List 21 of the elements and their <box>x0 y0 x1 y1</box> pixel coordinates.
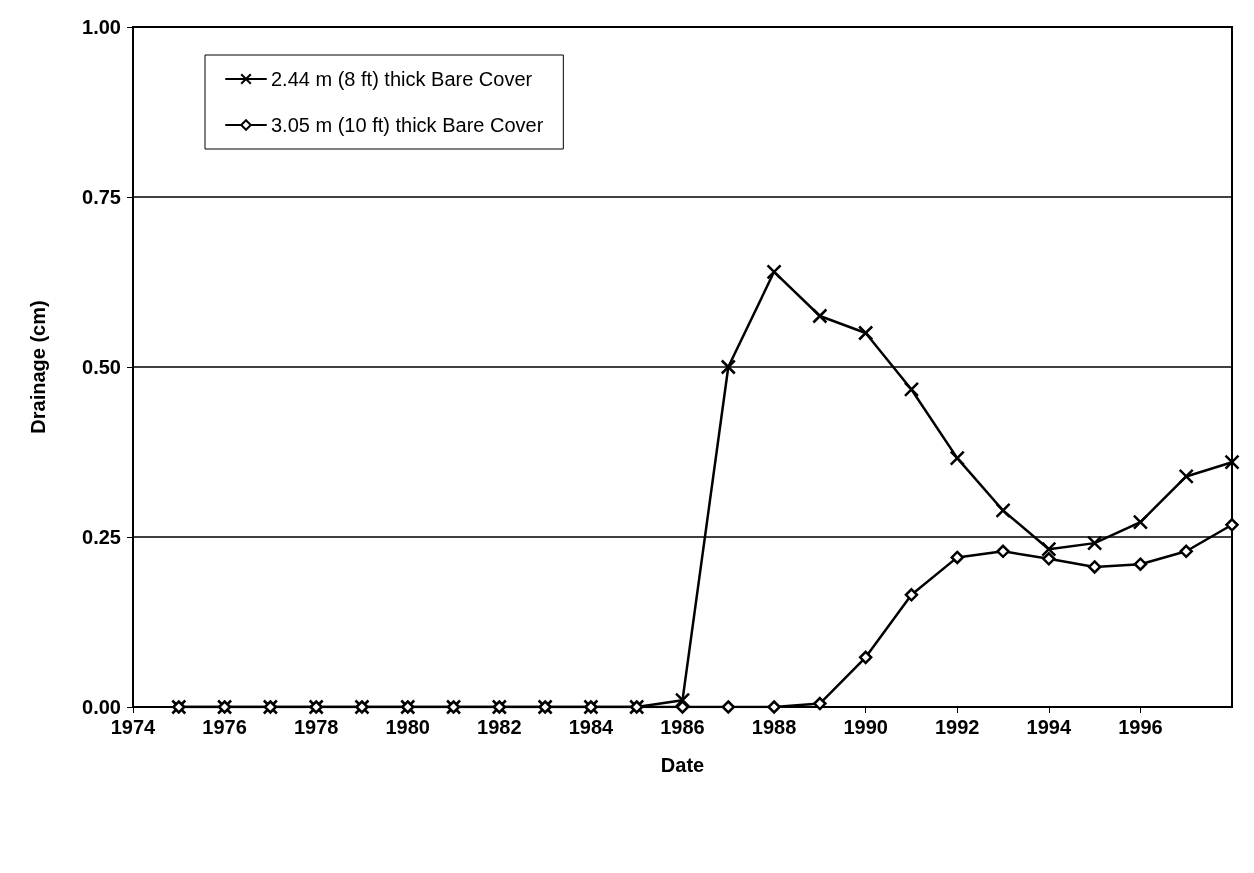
x-tick-label: 1978 <box>293 716 339 738</box>
legend-label: 3.05 m (10 ft) thick Bare Cover <box>271 114 544 136</box>
x-tick-label: 1992 <box>935 716 980 738</box>
x-tick-label: 1976 <box>202 716 247 738</box>
x-tick-label: 1988 <box>751 716 797 738</box>
y-tick-label: 0.75 <box>82 186 121 208</box>
x-tick-label: 1996 <box>1118 716 1163 738</box>
y-tick-label: 0.50 <box>82 356 121 378</box>
x-axis-title: Date <box>660 754 705 776</box>
y-tick-label: 1.00 <box>82 16 121 38</box>
x-tick-label: 1982 <box>477 716 522 738</box>
x-tick-label: 1990 <box>843 716 888 738</box>
x-tick-label: 1984 <box>568 716 615 738</box>
x-tick-label: 1994 <box>1026 716 1072 738</box>
y-tick-label: 0.00 <box>82 696 121 718</box>
x-tick-label: 1974 <box>110 716 157 738</box>
x-tick-label: 1980 <box>385 716 430 738</box>
y-axis-title: Drainage (cm) <box>27 300 49 434</box>
legend-label: 2.44 m (8 ft) thick Bare Cover <box>271 68 533 90</box>
x-tick-label: 1986 <box>660 716 705 738</box>
y-tick-label: 0.25 <box>82 526 121 548</box>
